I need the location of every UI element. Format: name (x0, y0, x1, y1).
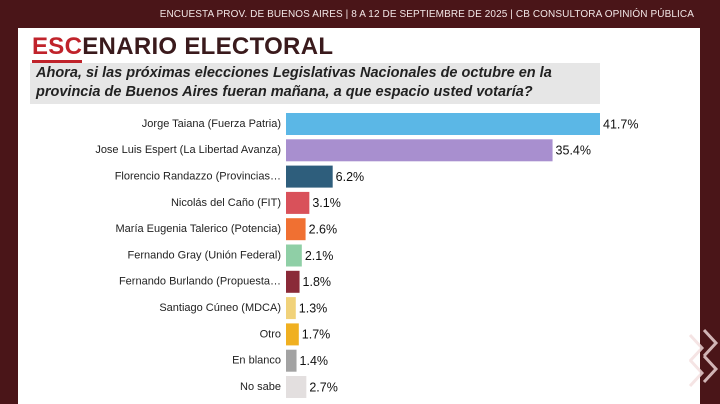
value-label: 41.7% (603, 117, 638, 131)
category-label: Otro (260, 328, 281, 340)
value-label: 1.4% (300, 354, 329, 368)
category-label: María Eugenia Talerico (Potencia) (116, 223, 282, 235)
value-label: 2.7% (309, 380, 338, 394)
category-label: Florencio Randazzo (Provincias… (115, 171, 281, 183)
value-label: 1.8% (303, 275, 332, 289)
bar (286, 244, 302, 267)
bar (286, 218, 306, 241)
bar (286, 191, 310, 214)
question: Ahora, si las próximas elecciones Legisl… (30, 63, 600, 104)
value-label: 35.4% (556, 144, 591, 158)
category-label: Jose Luis Espert (La Libertad Avanza) (95, 144, 281, 156)
value-label: 3.1% (312, 196, 341, 210)
bar (286, 270, 300, 293)
title-highlight: ESC (32, 33, 83, 63)
value-label: 6.2% (336, 170, 365, 184)
bar (286, 376, 307, 398)
category-label: Fernando Burlando (Propuesta… (119, 276, 281, 288)
category-label: Fernando Gray (Unión Federal) (128, 249, 281, 261)
bar (286, 139, 553, 162)
value-label: 2.6% (309, 222, 338, 236)
chart-title: ESCENARIO ELECTORAL (32, 33, 334, 63)
category-label: Jorge Taiana (Fuerza Patria) (142, 118, 281, 130)
value-label: 1.3% (299, 301, 328, 315)
category-label: En blanco (232, 355, 281, 367)
bar (286, 113, 600, 135)
bar (286, 323, 299, 346)
title-rest: ENARIO ELECTORAL (82, 33, 334, 60)
category-label: Nicolás del Caño (FIT) (171, 197, 281, 209)
bar (286, 165, 333, 188)
category-label: No sabe (240, 381, 281, 393)
value-label: 1.7% (302, 328, 331, 342)
header-text: ENCUESTA PROV. DE BUENOS AIRES | 8 A 12 … (159, 9, 694, 20)
value-label: 2.1% (305, 249, 334, 263)
bar (286, 297, 296, 320)
category-label: Santiago Cúneo (MDCA) (159, 302, 281, 314)
bar (286, 349, 297, 372)
